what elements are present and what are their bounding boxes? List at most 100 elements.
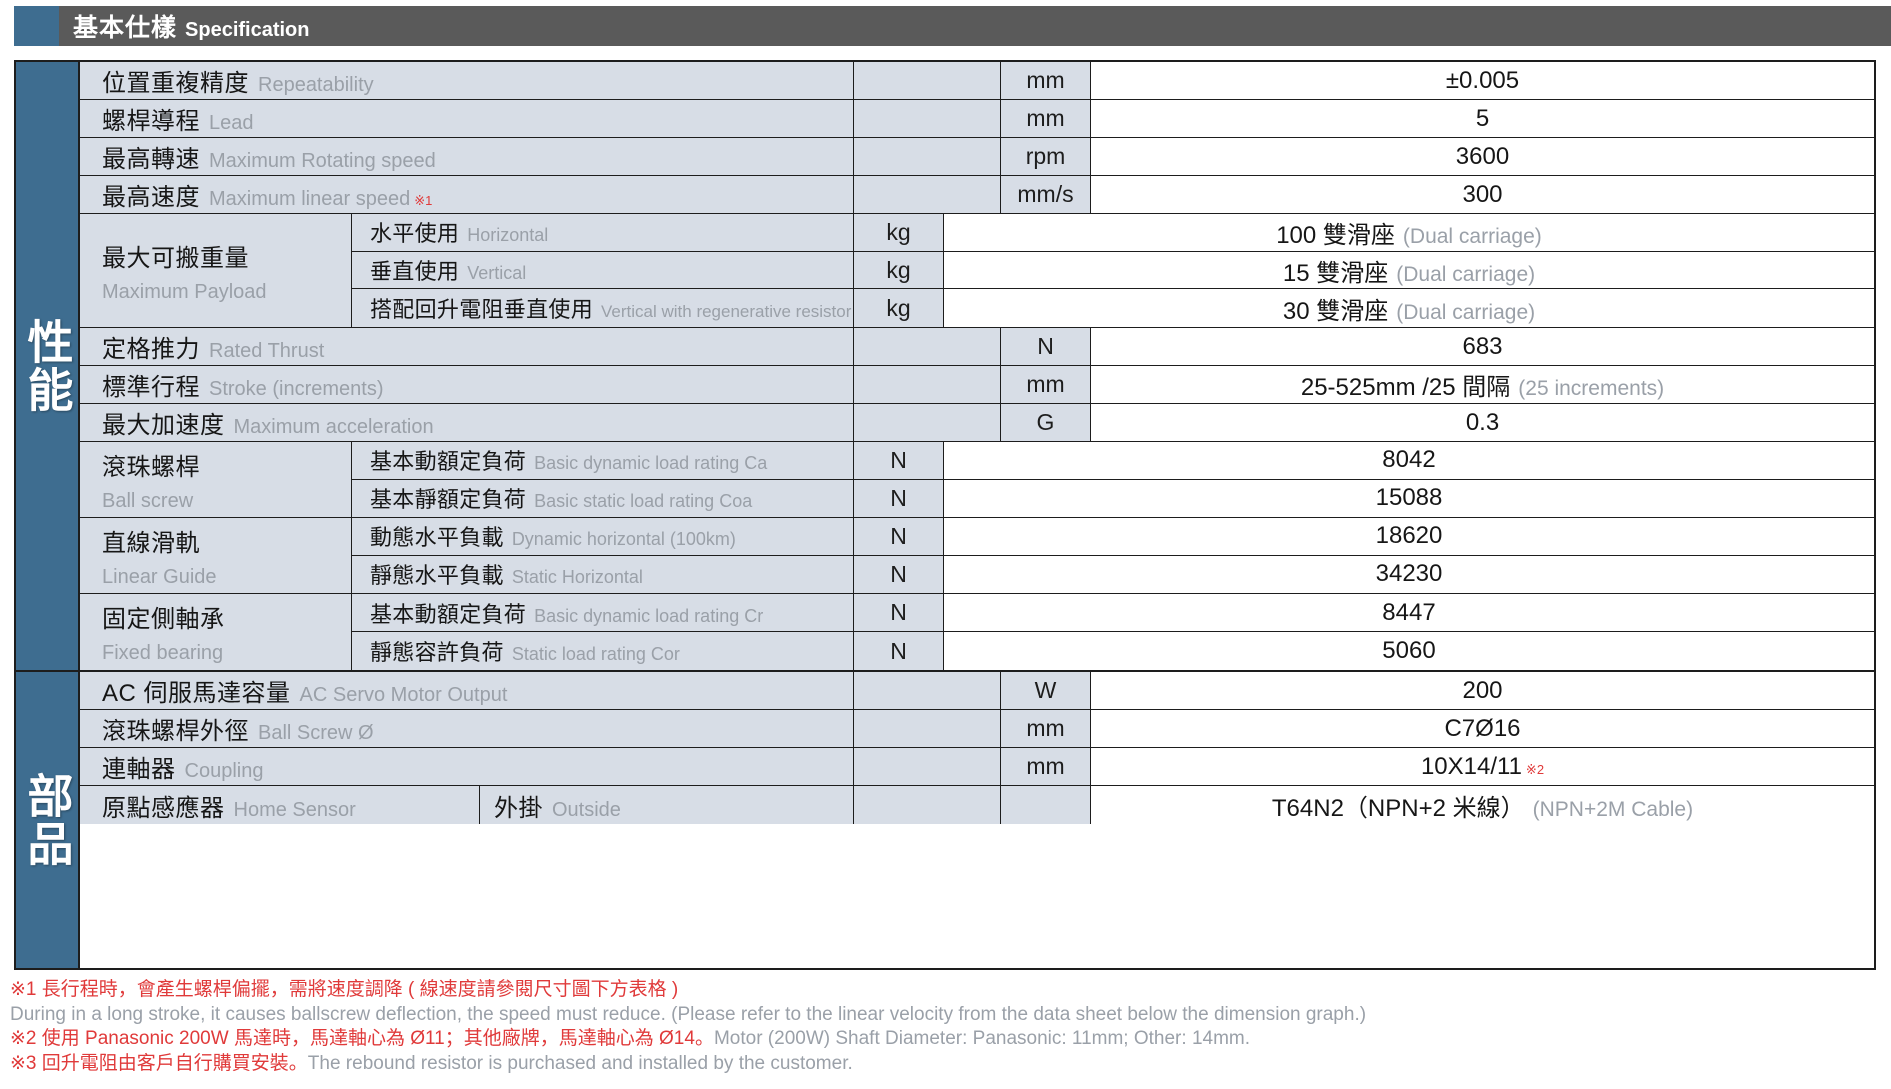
table-row: 位置重複精度 Repeatability mm ±0.005 (80, 62, 1874, 100)
row-value-en: (NPN+2M Cable) (1532, 797, 1694, 821)
row-spacer-cell (854, 138, 1001, 175)
row-unit-text: rpm (1025, 143, 1066, 169)
row-unit-text: N (890, 637, 907, 664)
group-label-en: Ball screw (102, 489, 194, 512)
row-label-max-linear-speed: 最高速度 Maximum linear speed ※1 (80, 176, 854, 213)
footnote-ref-1: ※1 (414, 193, 433, 208)
section-header-bar: 基本仕樣 Specification (14, 6, 1891, 46)
subrow-label-en: Horizontal (467, 225, 549, 246)
subrow-label-cn: 動態水平負載 (370, 525, 504, 551)
row-value-text: 30 雙滑座 (1282, 297, 1389, 325)
table-row: 垂直使用 Vertical kg 15 雙滑座 (Dual carriage) (352, 251, 1874, 290)
row-label-lead: 螺桿導程 Lead (80, 100, 854, 137)
row-label-max-acceleration: 最大加速度 Maximum acceleration (80, 404, 854, 441)
header-title-group: 基本仕樣 Specification (59, 8, 310, 44)
row-unit-text: N (1037, 333, 1054, 359)
row-label-ball-screw-diameter: 滾珠螺桿外徑 Ball Screw Ø (80, 710, 854, 747)
group-subrows-fixed-bearing: 基本動額定負荷 Basic dynamic load rating Cr N 8… (352, 594, 1874, 670)
subrow-label-fb-dynamic: 基本動額定負荷 Basic dynamic load rating Cr (352, 594, 854, 631)
group-label-en: Maximum Payload (102, 280, 267, 303)
row-value-text: 5060 (1382, 637, 1436, 664)
row-label-en: Rated Thrust (209, 340, 325, 362)
row-value: 8042 (944, 442, 1874, 479)
row-value: 15 雙滑座 (Dual carriage) (944, 251, 1874, 289)
row-label-home-sensor: 原點感應器 Home Sensor (80, 786, 480, 824)
row-unit-text: mm (1026, 105, 1065, 131)
row-unit-text: mm (1026, 753, 1065, 779)
group-label-cn: 固定側軸承 (102, 606, 225, 633)
row-label-en: Coupling (184, 760, 264, 782)
row-unit-text: N (890, 484, 907, 511)
row-label-cn: 定格推力 (102, 336, 200, 363)
table-row: 定格推力 Rated Thrust N 683 (80, 328, 1874, 366)
row-value-text: T64N2（NPN+2 米線） (1271, 794, 1525, 822)
row-value-text: 18620 (1375, 522, 1443, 550)
row-value: 200 (1091, 672, 1874, 709)
row-value-text: 100 雙滑座 (1276, 221, 1395, 249)
row-spacer-cell (854, 176, 1001, 213)
subrow-label-en: Static load rating Cor (511, 644, 680, 664)
row-unit: mm (1001, 100, 1091, 137)
subrow-label-cn: 靜態容許負荷 (370, 640, 504, 665)
footnote-1-en: During in a long stroke, it causes balls… (10, 1003, 1367, 1025)
row-label-en: Maximum Rotating speed (209, 150, 436, 172)
row-value-en: (Dual carriage) (1396, 262, 1536, 286)
table-row: 滾珠螺桿外徑 Ball Screw Ø mm C7Ø16 (80, 710, 1874, 748)
row-value-text: 8042 (1382, 446, 1436, 474)
row-unit: rpm (1001, 138, 1091, 175)
row-value-text: 300 (1462, 180, 1503, 208)
footnote-line-1: ※1 長行程時，會產生螺桿偏擺，需將速度調降 ( 線速度請參閱尺寸圖下方表格 ) (10, 978, 1880, 1003)
row-spacer-cell (854, 786, 1001, 824)
row-value-text: 25-525mm /25 間隔 (1300, 374, 1511, 401)
row-sublabel-en: Outside (552, 798, 621, 821)
footnote-3-zh: ※3 回升電阻由客戶自行購買安裝。 (10, 1053, 308, 1075)
row-spacer-cell (854, 366, 1001, 403)
subrow-label-en: Basic static load rating Coa (534, 491, 753, 512)
table-row: 搭配回升電阻垂直使用 Vertical with regenerative re… (352, 289, 1874, 327)
header-title-cn: 基本仕樣 (73, 14, 178, 42)
subrow-label-en: Basic dynamic load rating Ca (534, 453, 768, 474)
row-value: T64N2（NPN+2 米線） (NPN+2M Cable) (1091, 786, 1874, 824)
footnote-2-en: Motor (200W) Shaft Diameter: Panasonic: … (713, 1028, 1251, 1050)
table-row: 基本靜額定負荷 Basic static load rating Coa N 1… (352, 479, 1874, 517)
table-group-ballscrew: 滾珠螺桿 Ball screw 基本動額定負荷 Basic dynamic lo… (80, 442, 1874, 518)
row-spacer-cell (854, 100, 1001, 137)
row-value: 300 (1091, 176, 1874, 213)
row-unit: N (854, 442, 944, 479)
group-label-en: Fixed bearing (102, 642, 224, 664)
row-unit: N (1001, 328, 1091, 365)
group-subrows-ballscrew: 基本動額定負荷 Basic dynamic load rating Ca N 8… (352, 442, 1874, 517)
row-label-servo-output: AC 伺服馬達容量 AC Servo Motor Output (80, 672, 854, 709)
row-spacer-cell (854, 404, 1001, 441)
table-row: 靜態水平負載 Static Horizontal N 34230 (352, 555, 1874, 593)
row-value-text: 15 雙滑座 (1282, 259, 1389, 287)
row-unit: mm (1001, 748, 1091, 785)
row-label-en: Repeatability (258, 74, 374, 96)
row-unit-text: N (890, 446, 907, 473)
row-value-text: 15088 (1375, 484, 1443, 512)
row-unit-text: mm/s (1017, 181, 1074, 207)
row-label-home-sensor-type: 外掛 Outside (480, 786, 854, 824)
table-row: 動態水平負載 Dynamic horizontal (100km) N 1862… (352, 518, 1874, 556)
row-value-text: 8447 (1382, 598, 1436, 626)
footnote-line-1-en: During in a long stroke, it causes balls… (10, 1003, 1880, 1028)
table-group-payload: 最大可搬重量 Maximum Payload 水平使用 Horizontal (80, 214, 1874, 328)
row-label-en: AC Servo Motor Output (299, 684, 508, 706)
row-value-text: ±0.005 (1445, 66, 1520, 94)
row-label-stroke: 標準行程 Stroke (increments) (80, 366, 854, 403)
header-accent-block (14, 6, 59, 46)
header-title-en: Specification (185, 19, 310, 41)
row-unit: kg (854, 214, 944, 251)
row-sublabel-cn: 外掛 (494, 794, 543, 822)
row-unit-text: W (1034, 677, 1057, 703)
row-unit: G (1001, 404, 1091, 441)
subrow-label-en: Vertical with regenerative resistor (601, 302, 852, 322)
row-value-text: 34230 (1375, 560, 1443, 588)
row-value-text: 5 (1475, 104, 1490, 132)
row-value: 10X14/11 ※2 (1091, 748, 1874, 785)
section-label-components: 部品 (16, 672, 80, 968)
subrow-label-bs-static: 基本靜額定負荷 Basic static load rating Coa (352, 479, 854, 517)
row-value: 25-525mm /25 間隔 (25 increments) (1091, 366, 1874, 403)
row-value-text: 0.3 (1465, 408, 1500, 436)
subrow-label-lg-static: 靜態水平負載 Static Horizontal (352, 555, 854, 593)
